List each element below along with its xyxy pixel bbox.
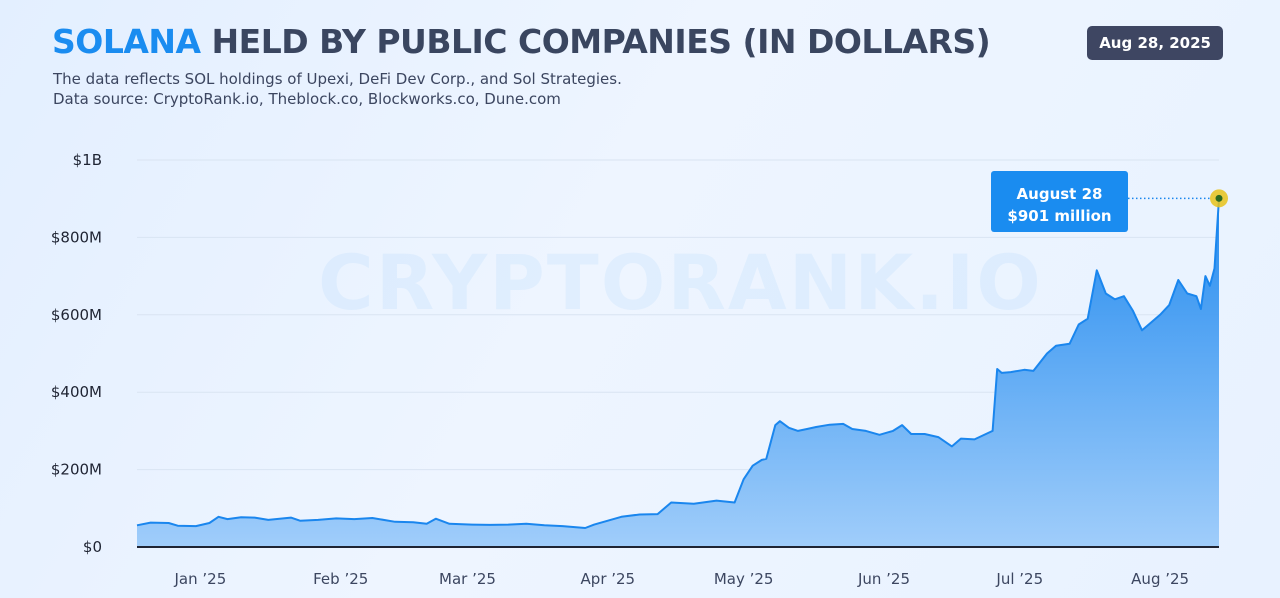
series-area [137,198,1219,548]
series-line [136,198,1220,529]
x-tick-label: Feb ’25 [313,570,368,588]
x-tick-label: Mar ’25 [439,570,496,588]
y-tick-label: $800M [51,228,102,246]
highlight-group [1128,189,1228,208]
highlight-point [1215,194,1223,202]
y-tick-label: $0 [83,538,102,556]
subtitle-description: The data reflects SOL holdings of Upexi,… [53,70,622,88]
subtitle-data-source: Data source: CryptoRank.io, Theblock.co,… [53,90,561,108]
y-tick-label: $1B [73,151,102,169]
y-axis: $0 $200M $400M $600M $800M $1B [51,151,102,556]
title-accent: SOLANA [52,22,201,61]
series-holdings [136,198,1220,548]
chart-title: SOLANA HELD BY PUBLIC COMPANIES (IN DOLL… [52,22,991,61]
x-tick-label: Jan ’25 [174,570,227,588]
y-tick-label: $600M [51,306,102,324]
title-rest: HELD BY PUBLIC COMPANIES (IN DOLLARS) [211,22,991,61]
date-badge: Aug 28, 2025 [1087,26,1223,60]
x-tick-label: May ’25 [714,570,774,588]
x-tick-label: Jun ’25 [857,570,910,588]
chart-subtitle: The data reflects SOL holdings of Upexi,… [53,69,622,109]
callout-value: $901 million [1007,207,1112,225]
y-tick-label: $400M [51,383,102,401]
x-axis: Jan ’25 Feb ’25 Mar ’25 Apr ’25 May ’25 Jun ’… [174,570,1190,588]
x-tick-label: Jul ’25 [995,570,1043,588]
callout-date: August 28 [1016,185,1103,203]
x-tick-label: Aug ’25 [1131,570,1189,588]
y-tick-label: $200M [51,461,102,479]
x-tick-label: Apr ’25 [581,570,636,588]
callout-box: August 28 $901 million [991,171,1128,232]
